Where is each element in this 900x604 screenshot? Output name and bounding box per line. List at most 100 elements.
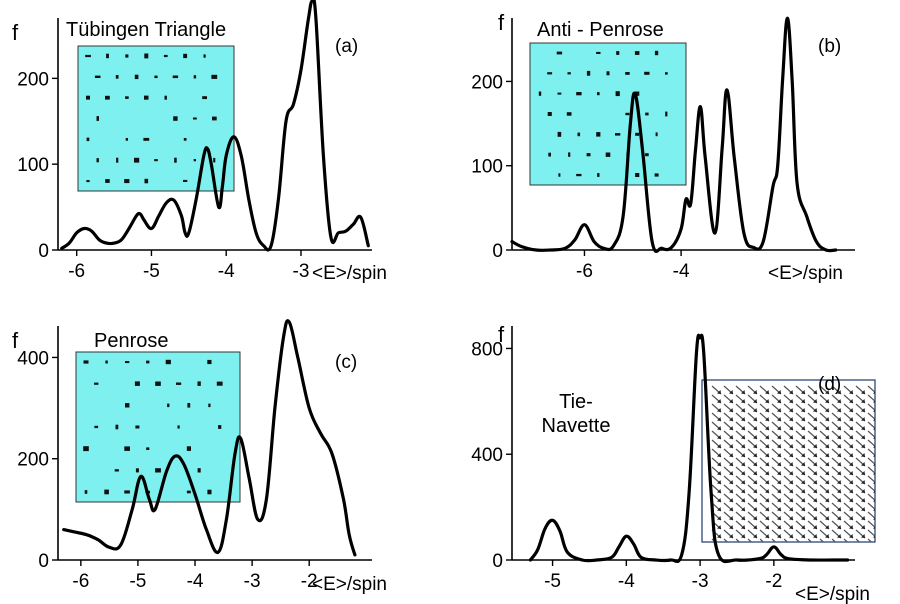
inset-spin-dot — [173, 116, 178, 121]
x-tick-label: -4 — [187, 571, 204, 592]
inset-spin-dot — [114, 469, 119, 472]
y-tick-label: 0 — [492, 241, 503, 262]
inset-spin-dot — [86, 137, 90, 142]
spin-arrow-head — [825, 462, 829, 466]
panel-tag: (a) — [335, 36, 358, 57]
spin-arrow-head — [777, 498, 781, 502]
spin-arrow-head — [873, 445, 875, 448]
spin-arrow-head — [801, 390, 805, 394]
inset-spin-dot — [172, 75, 179, 79]
inset-spin-dot — [596, 51, 601, 54]
inset-spin-dot — [645, 153, 649, 157]
inset-spin-dot — [208, 403, 211, 408]
inset-spin-dot — [86, 95, 90, 100]
spin-arrow — [867, 421, 875, 430]
spin-arrow-head — [753, 462, 757, 466]
spin-arrow-head — [789, 462, 793, 466]
spin-arrow-head — [717, 399, 721, 403]
y-tick-label: 200 — [471, 72, 503, 93]
spin-arrow-head — [873, 409, 875, 412]
inset-spin-dot — [586, 153, 591, 157]
panel-title: Penrose — [94, 330, 169, 352]
spin-arrow-head — [801, 453, 805, 457]
spin-arrow — [867, 511, 875, 520]
inset-spin-dot — [176, 382, 182, 385]
spin-arrow — [759, 538, 765, 542]
inset-spin-dot — [616, 51, 620, 55]
spin-arrow-head — [849, 453, 853, 457]
spin-arrow-head — [777, 507, 781, 511]
inset-spin-dot — [547, 112, 552, 116]
spin-arrow-head — [813, 462, 817, 466]
spin-arrow-head — [765, 435, 769, 439]
inset-spin-dot — [216, 381, 223, 386]
series-line — [62, 319, 357, 557]
spin-arrow-head — [777, 462, 781, 466]
x-axis-label: <E>/spin — [795, 584, 870, 604]
inset-spin-dot — [576, 92, 582, 96]
spin-arrow-head — [849, 417, 853, 421]
spin-arrow-head — [825, 498, 829, 502]
y-axis-label: f — [498, 10, 505, 35]
spin-arrow-head — [789, 444, 793, 448]
spin-arrow — [867, 466, 875, 475]
spin-arrow-head — [741, 399, 745, 403]
inset-spin-dot — [213, 157, 216, 163]
spin-arrow-head — [861, 489, 865, 493]
spin-arrow-head — [813, 525, 817, 529]
spin-arrow-head — [765, 489, 769, 493]
spin-arrow-head — [777, 417, 781, 421]
panel-tag: (b) — [818, 36, 841, 57]
panel-d: 0 400 800 -5 -4 -3 -2 f <E>/spin (d) Tie-Navette — [471, 322, 876, 604]
inset-spin-dot — [606, 71, 610, 76]
spin-arrow-head — [753, 507, 757, 511]
inset-spin-dot — [96, 158, 99, 163]
spin-arrow-head — [741, 435, 745, 439]
inset-spin-dot — [567, 72, 571, 75]
spin-arrow-head — [729, 543, 733, 547]
inset-spin-dot — [124, 446, 130, 451]
spin-arrow-head — [813, 480, 817, 484]
inset-spin-dot — [125, 138, 128, 141]
spin-arrow-head — [717, 471, 721, 475]
spin-arrow-head — [801, 471, 805, 475]
spin-arrow — [867, 493, 875, 502]
panel-title: Tie-Navette — [542, 391, 611, 437]
y-tick-label: 0 — [492, 551, 503, 572]
inset-spin-dot — [125, 96, 129, 99]
spin-arrow-head — [753, 399, 757, 403]
inset-spin-dot — [183, 138, 187, 141]
spin-arrow-head — [753, 534, 757, 538]
x-axis-label: <E>/spin — [312, 263, 387, 284]
spin-arrow-head — [717, 498, 721, 502]
spin-arrow-head — [753, 525, 757, 529]
inset-spin-dot — [187, 403, 191, 408]
panel-title-line: Tie- — [559, 391, 593, 413]
spin-arrow-head — [801, 399, 805, 403]
panel-tag: (c) — [335, 352, 357, 373]
spin-arrow-head — [849, 408, 853, 412]
x-tick-label: -3 — [293, 261, 310, 282]
inset-spin-dot — [566, 112, 572, 116]
spin-arrow-head — [729, 462, 733, 466]
y-axis-label: f — [12, 20, 19, 45]
spin-arrow-head — [813, 543, 817, 547]
spin-arrow-head — [837, 453, 841, 457]
spin-arrow-head — [789, 417, 793, 421]
spin-arrow-head — [873, 526, 875, 529]
spin-arrow-head — [813, 444, 817, 448]
spin-arrow-head — [825, 516, 829, 520]
inset-spin-dot — [625, 112, 630, 116]
spin-arrow-head — [789, 390, 793, 394]
spin-arrow-head — [825, 444, 829, 448]
x-tick-label: -5 — [143, 261, 160, 282]
spin-arrow-head — [729, 489, 733, 493]
spin-arrow-head — [849, 399, 853, 403]
inset-lattice-background — [75, 351, 241, 503]
spin-arrow — [867, 439, 875, 448]
spin-arrow-head — [873, 472, 875, 475]
series-line — [60, 0, 370, 252]
spin-arrow-head — [741, 453, 745, 457]
inset-spin-dot — [155, 468, 161, 473]
